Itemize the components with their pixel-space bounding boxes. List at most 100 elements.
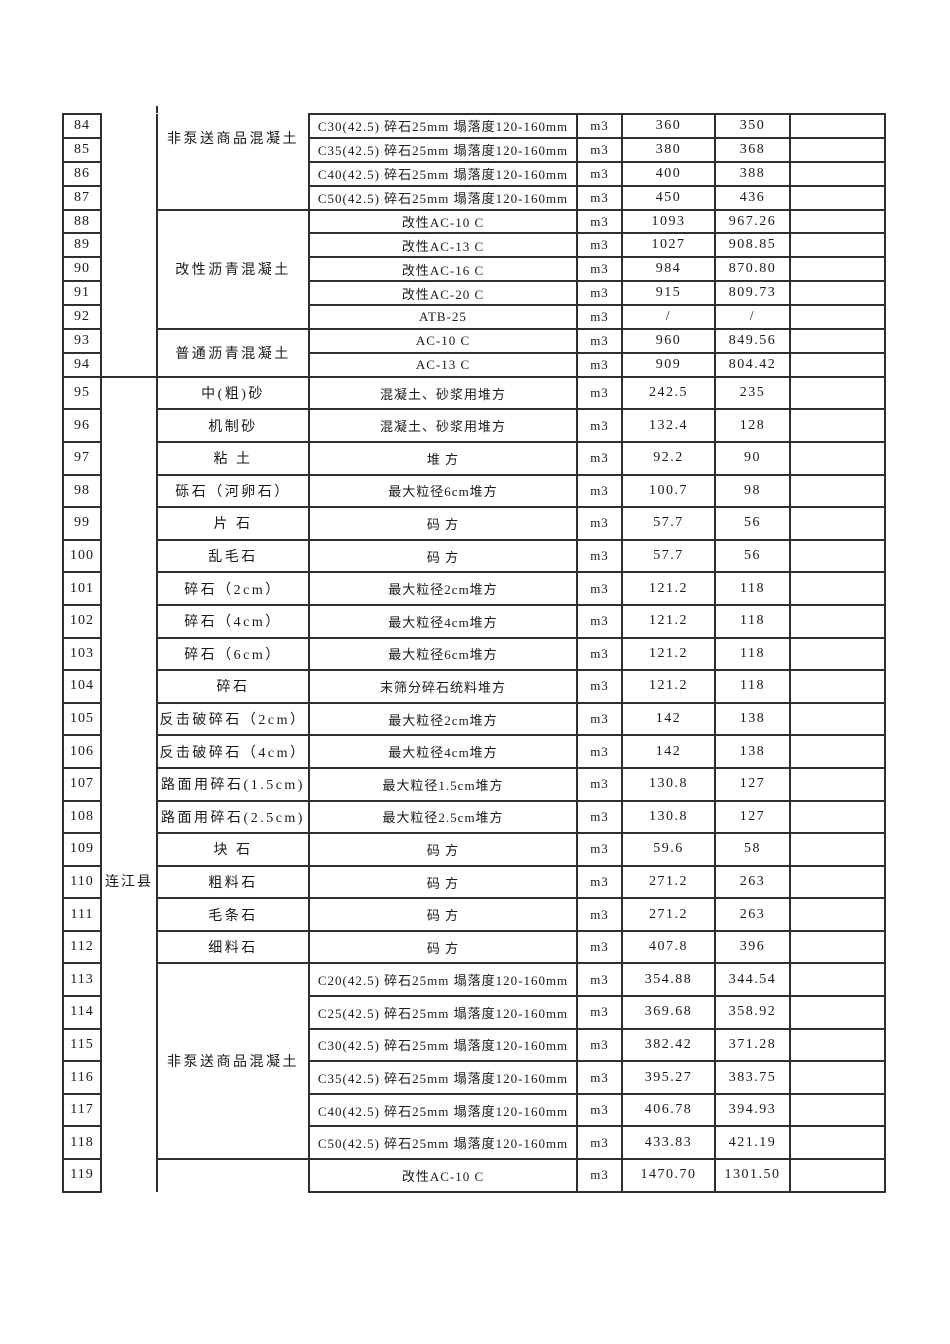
price-2-cell: 118 <box>714 571 791 606</box>
row-number-cell: 101 <box>62 571 102 606</box>
price-1-cell: 57.7 <box>621 538 716 574</box>
price-2-cell: 350 <box>714 113 791 139</box>
unit-cell: m3 <box>576 304 623 331</box>
row-number-cell: 89 <box>62 232 102 259</box>
spec-cell: 码 方 <box>308 506 578 541</box>
empty-cell <box>789 766 886 802</box>
region-cell <box>100 114 158 378</box>
material-cell: 粗料石 <box>156 864 310 900</box>
row-number-cell: 109 <box>62 832 102 867</box>
unit-cell: m3 <box>576 832 623 867</box>
table-row: 98 砾石（河卵石） 最大粒径6cm堆方 m3 100.7 98 <box>62 473 886 509</box>
spec-cell: 改性AC-10 C <box>308 1158 578 1193</box>
spec-cell: C40(42.5) 碎石25mm 塌落度120-160mm <box>308 160 578 187</box>
row-number-cell: 91 <box>62 280 102 307</box>
price-1-cell: 57.7 <box>621 506 716 541</box>
table-row: 96 机制砂 混凝土、砂浆用堆方 m3 132.4 128 <box>62 408 886 443</box>
unit-cell: m3 <box>576 1092 623 1128</box>
row-number-cell: 100 <box>62 538 102 574</box>
row-number-cell: 95 <box>62 375 102 411</box>
spec-cell: C35(42.5) 碎石25mm 塌落度120-160mm <box>308 136 578 163</box>
price-2-cell: 118 <box>714 636 791 672</box>
empty-cell <box>789 571 886 606</box>
unit-cell: m3 <box>576 929 623 965</box>
price-1-cell: 271.2 <box>621 864 716 900</box>
row-number-cell: 99 <box>62 506 102 541</box>
unit-cell: m3 <box>576 538 623 574</box>
price-2-cell: 127 <box>714 766 791 802</box>
spec-cell: 最大粒径4cm堆方 <box>308 734 578 769</box>
table-row: 102 碎石（4cm） 最大粒径4cm堆方 m3 121.2 118 <box>62 603 886 639</box>
row-number-cell: 86 <box>62 160 102 187</box>
unit-cell: m3 <box>576 962 623 998</box>
region-cell: 连江县 <box>100 375 158 1192</box>
table-row: 108 路面用碎石(2.5cm) 最大粒径2.5cm堆方 m3 130.8 127 <box>62 799 886 835</box>
unit-cell: m3 <box>576 669 623 704</box>
empty-cell <box>789 351 886 378</box>
material-cell: 非泵送商品混凝土 <box>156 114 310 211</box>
table-row: 106 反击破碎石（4cm） 最大粒径4cm堆方 m3 142 138 <box>62 734 886 769</box>
row-number-cell: 90 <box>62 256 102 283</box>
price-2-cell: 1301.50 <box>714 1158 791 1193</box>
table-row: 104 碎石 末筛分碎石统料堆方 m3 121.2 118 <box>62 669 886 704</box>
price-2-cell: 394.93 <box>714 1092 791 1128</box>
price-1-cell: 130.8 <box>621 766 716 802</box>
price-1-cell: 407.8 <box>621 929 716 965</box>
price-1-cell: 450 <box>621 184 716 211</box>
empty-cell <box>789 280 886 307</box>
row-number-cell: 118 <box>62 1125 102 1161</box>
price-2-cell: 804.42 <box>714 351 791 378</box>
unit-cell: m3 <box>576 280 623 307</box>
empty-cell <box>789 375 886 411</box>
price-2-cell: 849.56 <box>714 328 791 354</box>
page-break-column-rule <box>156 106 158 113</box>
price-1-cell: 271.2 <box>621 897 716 932</box>
price-1-cell: 433.83 <box>621 1125 716 1161</box>
row-number-cell: 96 <box>62 408 102 443</box>
row-number-cell: 87 <box>62 184 102 211</box>
price-1-cell: 142 <box>621 701 716 737</box>
table-row: 107 路面用碎石(1.5cm) 最大粒径1.5cm堆方 m3 130.8 127 <box>62 766 886 802</box>
row-number-cell: 114 <box>62 995 102 1030</box>
table-row: 103 碎石（6cm） 最大粒径6cm堆方 m3 121.2 118 <box>62 636 886 672</box>
spec-cell: C35(42.5) 碎石25mm 塌落度120-160mm <box>308 1060 578 1095</box>
spec-cell: 最大粒径2cm堆方 <box>308 701 578 737</box>
material-cell: 块 石 <box>156 832 310 867</box>
unit-cell: m3 <box>576 1158 623 1193</box>
row-number-cell: 111 <box>62 897 102 932</box>
price-1-cell: 395.27 <box>621 1060 716 1095</box>
row-number-cell: 110 <box>62 864 102 900</box>
price-2-cell: 436 <box>714 184 791 211</box>
row-number-cell: 113 <box>62 962 102 998</box>
price-1-cell: 400 <box>621 160 716 187</box>
empty-cell <box>789 208 886 235</box>
unit-cell: m3 <box>576 897 623 932</box>
unit-cell: m3 <box>576 440 623 476</box>
price-2-cell: 263 <box>714 897 791 932</box>
material-cell: 乱毛石 <box>156 538 310 574</box>
price-1-cell: 360 <box>621 113 716 139</box>
spec-cell: ATB-25 <box>308 304 578 331</box>
material-cell: 片 石 <box>156 506 310 541</box>
material-cell: 普通沥青混凝土 <box>156 328 310 378</box>
unit-cell: m3 <box>576 1027 623 1063</box>
price-2-cell: 98 <box>714 473 791 509</box>
row-number-cell: 117 <box>62 1092 102 1128</box>
spec-cell: 最大粒径6cm堆方 <box>308 636 578 672</box>
row-number-cell: 115 <box>62 1027 102 1063</box>
unit-cell: m3 <box>576 408 623 443</box>
price-1-cell: 1470.70 <box>621 1158 716 1193</box>
price-1-cell: 382.42 <box>621 1027 716 1063</box>
unit-cell: m3 <box>576 208 623 235</box>
price-1-cell: 59.6 <box>621 832 716 867</box>
spec-cell: 最大粒径2cm堆方 <box>308 571 578 606</box>
material-cell: 反击破碎石（4cm） <box>156 734 310 769</box>
price-2-cell: 421.19 <box>714 1125 791 1161</box>
empty-cell <box>789 160 886 187</box>
unit-cell: m3 <box>576 506 623 541</box>
price-2-cell: 138 <box>714 734 791 769</box>
price-2-cell: 263 <box>714 864 791 900</box>
table-row: 97 粘 土堆 方 m3 92.2 90 <box>62 440 886 476</box>
